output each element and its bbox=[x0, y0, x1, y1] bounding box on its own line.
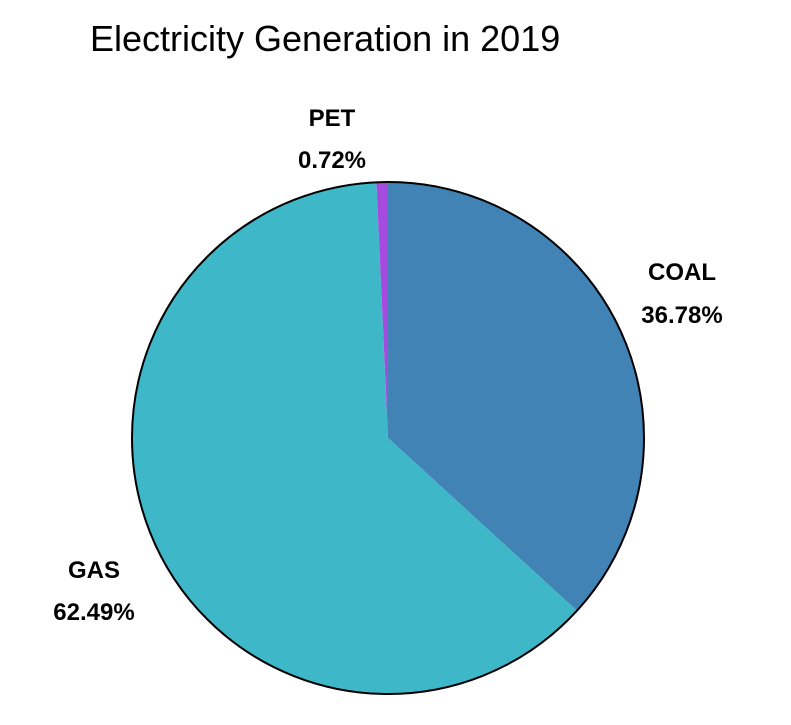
pie-slice-coal bbox=[388, 182, 644, 611]
slice-value-pet: 0.72% bbox=[298, 147, 366, 174]
slice-label-pet: PET bbox=[309, 105, 356, 132]
pie-slice-gas bbox=[131, 182, 577, 694]
slice-label-gas: GAS bbox=[68, 557, 120, 584]
slice-label-coal: COAL bbox=[648, 259, 716, 286]
slice-value-coal: 36.78% bbox=[641, 302, 722, 329]
pie-slice-pet bbox=[376, 181, 388, 438]
pie-outline bbox=[131, 181, 645, 695]
slice-value-gas: 62.49% bbox=[53, 599, 134, 626]
chart-title: Electricity Generation in 2019 bbox=[90, 18, 561, 59]
